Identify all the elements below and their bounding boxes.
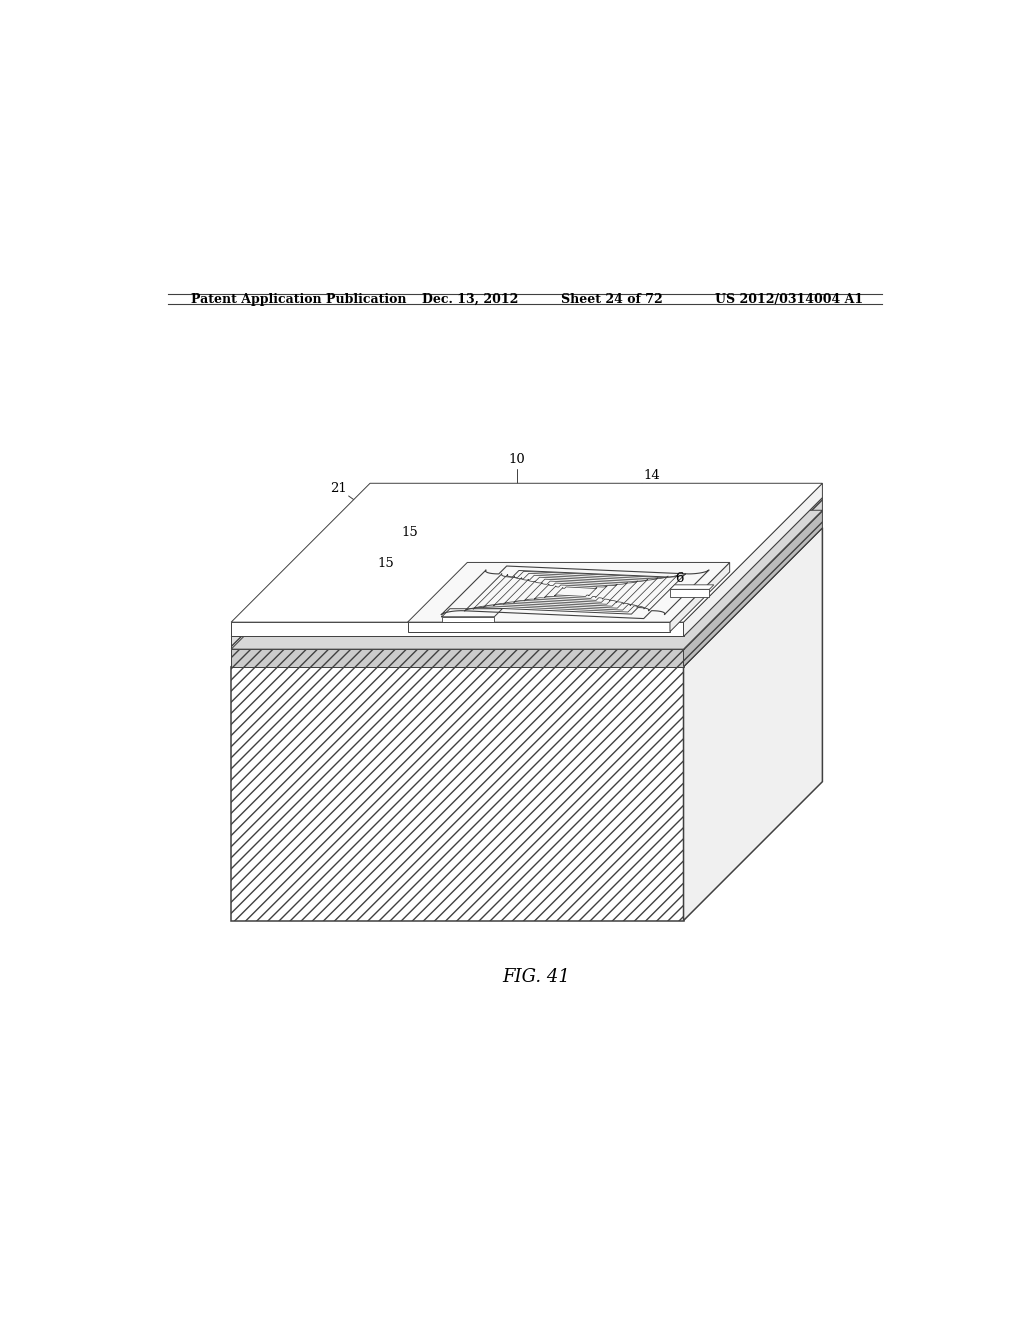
Polygon shape [408,562,730,622]
Polygon shape [231,498,822,636]
Text: 15: 15 [378,557,394,570]
Polygon shape [441,616,495,622]
Polygon shape [670,562,730,632]
Polygon shape [231,649,684,667]
Polygon shape [231,483,822,622]
Polygon shape [670,589,710,597]
Text: FIG. 41: FIG. 41 [503,968,570,986]
Polygon shape [231,622,684,636]
Text: Dec. 13, 2012: Dec. 13, 2012 [422,293,518,306]
Polygon shape [231,511,822,649]
Text: Patent Application Publication: Patent Application Publication [191,293,407,306]
Text: Sheet 24 of 72: Sheet 24 of 72 [560,293,663,306]
Text: 10: 10 [509,453,525,466]
Polygon shape [670,585,714,589]
Text: 14: 14 [643,469,660,482]
Text: 6: 6 [675,573,684,586]
Polygon shape [684,511,822,667]
Text: 21: 21 [330,482,347,495]
Polygon shape [684,483,822,636]
Text: 15: 15 [401,527,418,540]
Polygon shape [684,498,822,649]
Text: US 2012/0314004 A1: US 2012/0314004 A1 [715,293,863,306]
Polygon shape [231,667,684,920]
Polygon shape [408,622,670,632]
Polygon shape [231,636,684,649]
Polygon shape [231,528,822,667]
Polygon shape [684,528,822,920]
